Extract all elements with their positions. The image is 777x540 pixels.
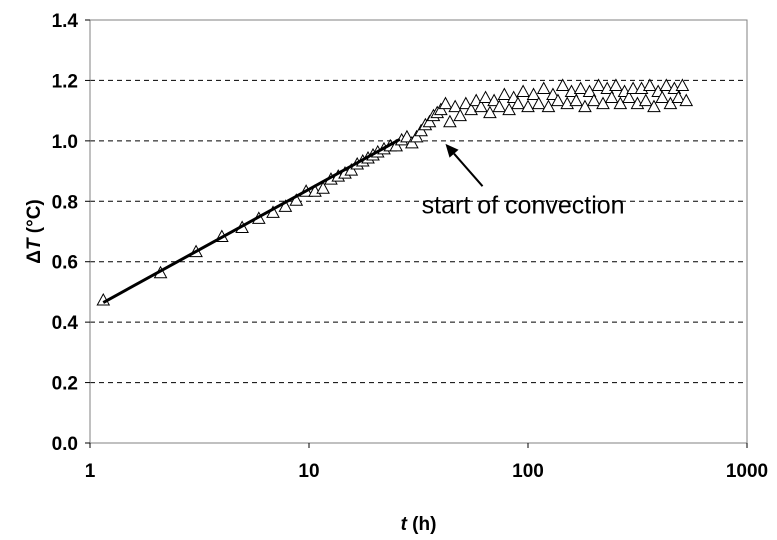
data-point <box>453 108 467 122</box>
data-point <box>596 96 610 110</box>
x-axis-label: t (h) <box>401 514 437 535</box>
data-point <box>483 105 497 119</box>
data-point <box>438 96 453 110</box>
data-point <box>511 96 525 110</box>
data-point <box>502 102 516 116</box>
data-point <box>389 138 403 152</box>
data-point <box>613 96 628 110</box>
data-point <box>642 78 657 91</box>
annotation-arrowhead <box>445 143 459 158</box>
data-point <box>414 123 428 137</box>
data-point <box>443 114 457 128</box>
y-axis-unit: (°C) <box>24 199 45 238</box>
data-point <box>647 99 661 113</box>
grid-lines <box>90 79 747 384</box>
data-point <box>551 93 565 107</box>
data-point <box>409 129 424 143</box>
data-point <box>655 90 670 104</box>
y-tick-label: 1.0 <box>52 132 78 153</box>
data-point <box>478 90 493 104</box>
data-point <box>663 96 678 110</box>
data-point <box>278 199 293 212</box>
data-point <box>526 87 541 101</box>
data-point <box>546 87 560 101</box>
data-point <box>675 78 690 91</box>
x-tick-label: 100 <box>512 461 544 482</box>
data-point <box>536 81 551 94</box>
plot-area-border <box>89 19 748 444</box>
data-point <box>434 102 448 116</box>
data-point <box>582 84 597 98</box>
data-point <box>638 93 653 107</box>
y-tick-label: 0.8 <box>52 192 78 213</box>
data-point <box>422 114 437 128</box>
data-point <box>671 90 686 104</box>
data-point <box>555 78 570 91</box>
y-tick-label: 0.2 <box>52 374 78 395</box>
data-point <box>516 84 530 98</box>
annotation-text: start of convection <box>422 191 625 219</box>
data-point <box>316 181 330 194</box>
data-point <box>679 93 694 107</box>
data-point <box>604 90 619 104</box>
data-point <box>521 99 535 113</box>
data-point <box>289 193 304 206</box>
data-point <box>492 99 507 113</box>
tick-labels: 0.0 0.2 0.4 0.6 0.8 1.0 1.2 1.4 1 10 100 1000 <box>52 11 769 482</box>
data-point <box>622 90 636 104</box>
data-point <box>487 93 501 107</box>
data-point <box>497 87 512 101</box>
data-point <box>609 78 623 91</box>
data-point <box>626 81 640 94</box>
data-point <box>587 93 601 107</box>
data-point <box>344 163 359 176</box>
x-axis-unit: (h) <box>407 514 437 535</box>
data-point <box>448 99 463 113</box>
data-point <box>659 78 674 91</box>
data-point <box>458 96 473 110</box>
x-tick-label: 10 <box>298 461 319 482</box>
data-point <box>400 129 414 143</box>
data-point <box>474 99 488 113</box>
data-point <box>464 102 478 116</box>
fit-line <box>102 138 401 304</box>
annotation-arrow <box>453 152 484 187</box>
y-tick-label: 1.4 <box>52 11 79 32</box>
data-point <box>578 99 592 113</box>
y-axis-label: ΔT (°C) <box>24 199 45 264</box>
data-point <box>541 99 556 113</box>
data-point <box>569 93 584 107</box>
data-point <box>405 135 419 149</box>
data-points <box>96 78 694 306</box>
y-tick-label: 1.2 <box>52 71 78 92</box>
y-tick-label: 0.0 <box>52 434 78 455</box>
annotation: start of convection <box>422 143 625 219</box>
y-axis-variable: T <box>24 237 45 250</box>
data-point <box>573 81 588 94</box>
x-tick-label: 1 <box>85 461 96 482</box>
data-point <box>591 78 606 91</box>
data-point <box>531 96 546 110</box>
x-tick-label: 1000 <box>726 461 768 482</box>
y-axis-prefix: Δ <box>24 250 45 264</box>
y-tick-label: 0.4 <box>52 313 79 334</box>
x-axis-variable: t <box>401 514 408 535</box>
y-tick-label: 0.6 <box>52 253 78 274</box>
